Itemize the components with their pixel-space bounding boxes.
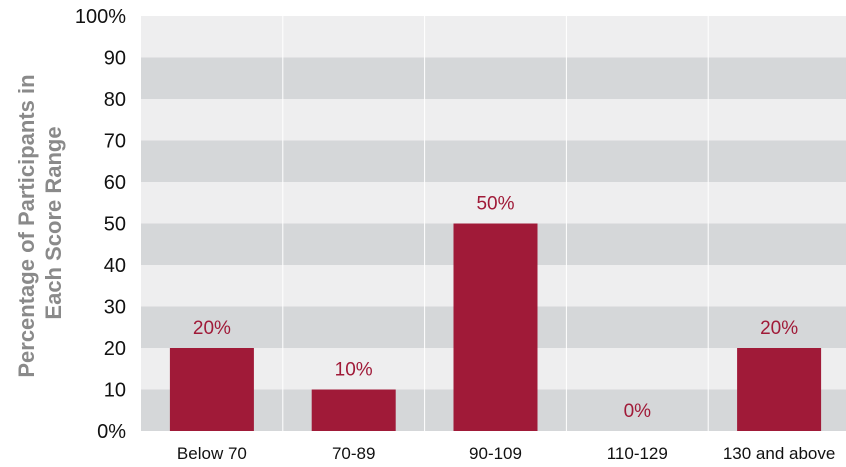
- grid-band: [141, 57, 846, 99]
- x-tick-label: 110-129: [607, 444, 668, 463]
- y-axis-title-line-2: Each Score Range: [41, 126, 66, 319]
- bar: [311, 389, 396, 431]
- grid-band: [141, 99, 846, 141]
- y-tick-label: 0%: [97, 421, 126, 443]
- y-tick-label: 30: [104, 297, 126, 319]
- y-tick-label: 10: [104, 380, 126, 402]
- x-tick-label: Below 70: [177, 444, 247, 463]
- data-label: 10%: [335, 360, 373, 381]
- category-dividers: [282, 16, 709, 431]
- grid-band: [141, 182, 846, 224]
- y-tick-label: 20: [104, 338, 126, 360]
- y-axis-title-line-1: Percentage of Participants in: [14, 74, 39, 377]
- data-label: 50%: [476, 194, 514, 215]
- x-tick-label: 130 and above: [723, 444, 836, 463]
- y-tick-label: 90: [104, 48, 126, 70]
- data-labels: 20% 10% 50% 0% 20%: [193, 194, 798, 423]
- x-tick-label: 90-109: [469, 444, 522, 463]
- bar: [453, 223, 538, 431]
- data-label: 0%: [624, 401, 652, 422]
- bars: [169, 223, 822, 431]
- grid-band: [141, 16, 846, 58]
- y-axis-ticks: 0% 10 20 30 40 50 60 70 80 90 100%: [75, 6, 126, 443]
- data-label: 20%: [760, 318, 798, 339]
- bar: [737, 348, 822, 431]
- data-label: 20%: [193, 318, 231, 339]
- y-tick-label: 50: [104, 214, 126, 236]
- bar: [169, 348, 254, 431]
- y-tick-label: 60: [104, 172, 126, 194]
- y-tick-label: 40: [104, 255, 126, 277]
- grid-band: [141, 140, 846, 182]
- y-tick-label: 70: [104, 131, 126, 153]
- y-tick-label: 100%: [75, 6, 126, 28]
- x-axis-ticks: Below 70 70-89 90-109 110-129 130 and above: [177, 444, 835, 463]
- y-axis-title: Percentage of Participants in Each Score…: [14, 68, 66, 377]
- y-tick-label: 80: [104, 89, 126, 111]
- x-tick-label: 70-89: [332, 444, 375, 463]
